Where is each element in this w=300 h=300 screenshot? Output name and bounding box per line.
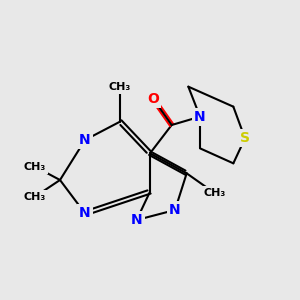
Text: CH₃: CH₃ [24, 162, 46, 172]
Text: N: N [169, 203, 181, 217]
Text: S: S [240, 131, 250, 145]
Text: O: O [147, 92, 159, 106]
Text: CH₃: CH₃ [109, 82, 131, 92]
Text: N: N [79, 206, 91, 220]
Text: N: N [79, 133, 91, 147]
Text: N: N [194, 110, 206, 124]
Text: CH₃: CH₃ [24, 192, 46, 202]
Text: CH₃: CH₃ [204, 188, 226, 198]
Text: N: N [131, 213, 142, 227]
